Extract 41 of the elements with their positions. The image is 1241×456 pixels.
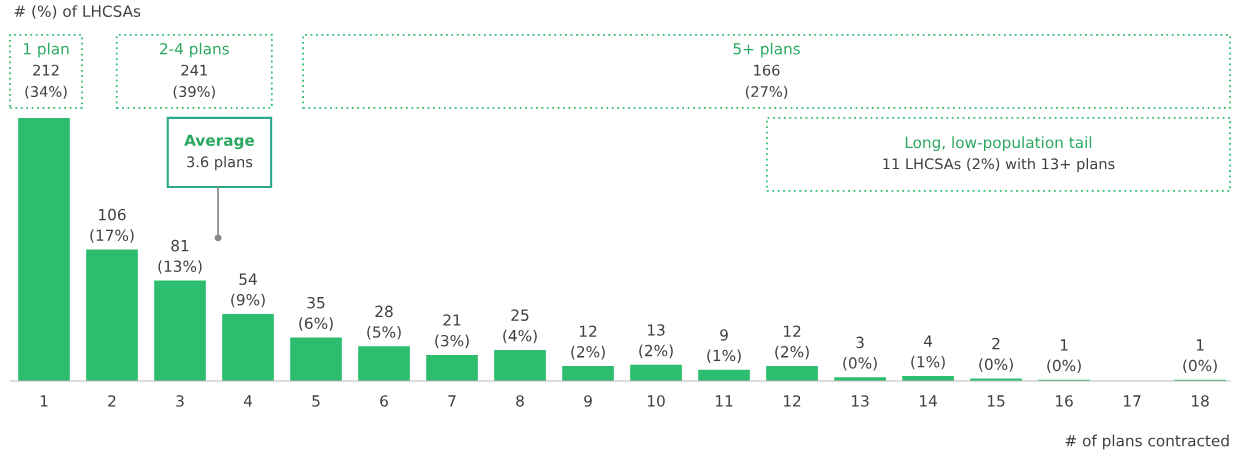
data-label: 12 (2%) xyxy=(775,325,809,360)
x-tick-label: 17 xyxy=(1124,395,1141,407)
data-label: 9 (1%) xyxy=(707,329,741,364)
text: 1 plan 212 (34%) xyxy=(23,42,69,99)
x-tick-label: 11 xyxy=(716,395,733,407)
data-label: 1 (0%) xyxy=(1047,339,1081,374)
x-axis-title: # of plans contracted xyxy=(1065,434,1229,450)
data-label: 4 (1%) xyxy=(911,335,945,370)
x-tick-label: 6 xyxy=(380,395,388,407)
x-tick-label: 8 xyxy=(516,395,524,407)
data-label: 2 (0%) xyxy=(979,337,1013,372)
x-tick-label: 16 xyxy=(1056,395,1073,407)
text: # (%) of LHCSAs xyxy=(14,5,141,19)
data-label: 54 (9%) xyxy=(231,273,265,308)
x-tick-label: 4 xyxy=(243,395,253,407)
x-tick-label: 2 xyxy=(108,395,116,407)
x-tick-label: 7 xyxy=(448,395,456,407)
data-label: 28 (5%) xyxy=(367,305,401,340)
data-label: 13 (2%) xyxy=(639,324,673,359)
x-tick-label: 3 xyxy=(176,395,184,407)
data-label: 3 (0%) xyxy=(843,336,877,371)
data-label: 25 (4%) xyxy=(503,309,537,344)
x-tick-label: 14 xyxy=(920,395,937,407)
annotation: Average 3.6 plans xyxy=(184,134,255,171)
x-tick-label: 18 xyxy=(1192,395,1209,407)
x-tick-label: 10 xyxy=(648,395,665,407)
x-tick-label: 1 xyxy=(40,395,48,407)
annotation: Long, low-population tail 11 LHCSAs (2%) with 13+ plans xyxy=(883,136,1115,173)
x-tick-label: 9 xyxy=(584,395,592,407)
text: 5+ plans 166 (27%) xyxy=(733,42,800,99)
data-label: 21 (3%) xyxy=(435,314,469,349)
x-tick-label: 5 xyxy=(312,395,320,407)
data-label: 35 (6%) xyxy=(299,296,333,331)
data-label: 12 (2%) xyxy=(571,325,605,360)
data-label: 81 (13%) xyxy=(158,239,202,274)
x-tick-label: 12 xyxy=(784,395,801,407)
data-label: 1 (0%) xyxy=(1183,339,1217,374)
x-tick-label: 15 xyxy=(988,395,1005,407)
data-label: 106 (17%) xyxy=(90,208,134,243)
x-tick-label: 13 xyxy=(852,395,869,407)
text: 2-4 plans 241 (39%) xyxy=(160,42,229,99)
